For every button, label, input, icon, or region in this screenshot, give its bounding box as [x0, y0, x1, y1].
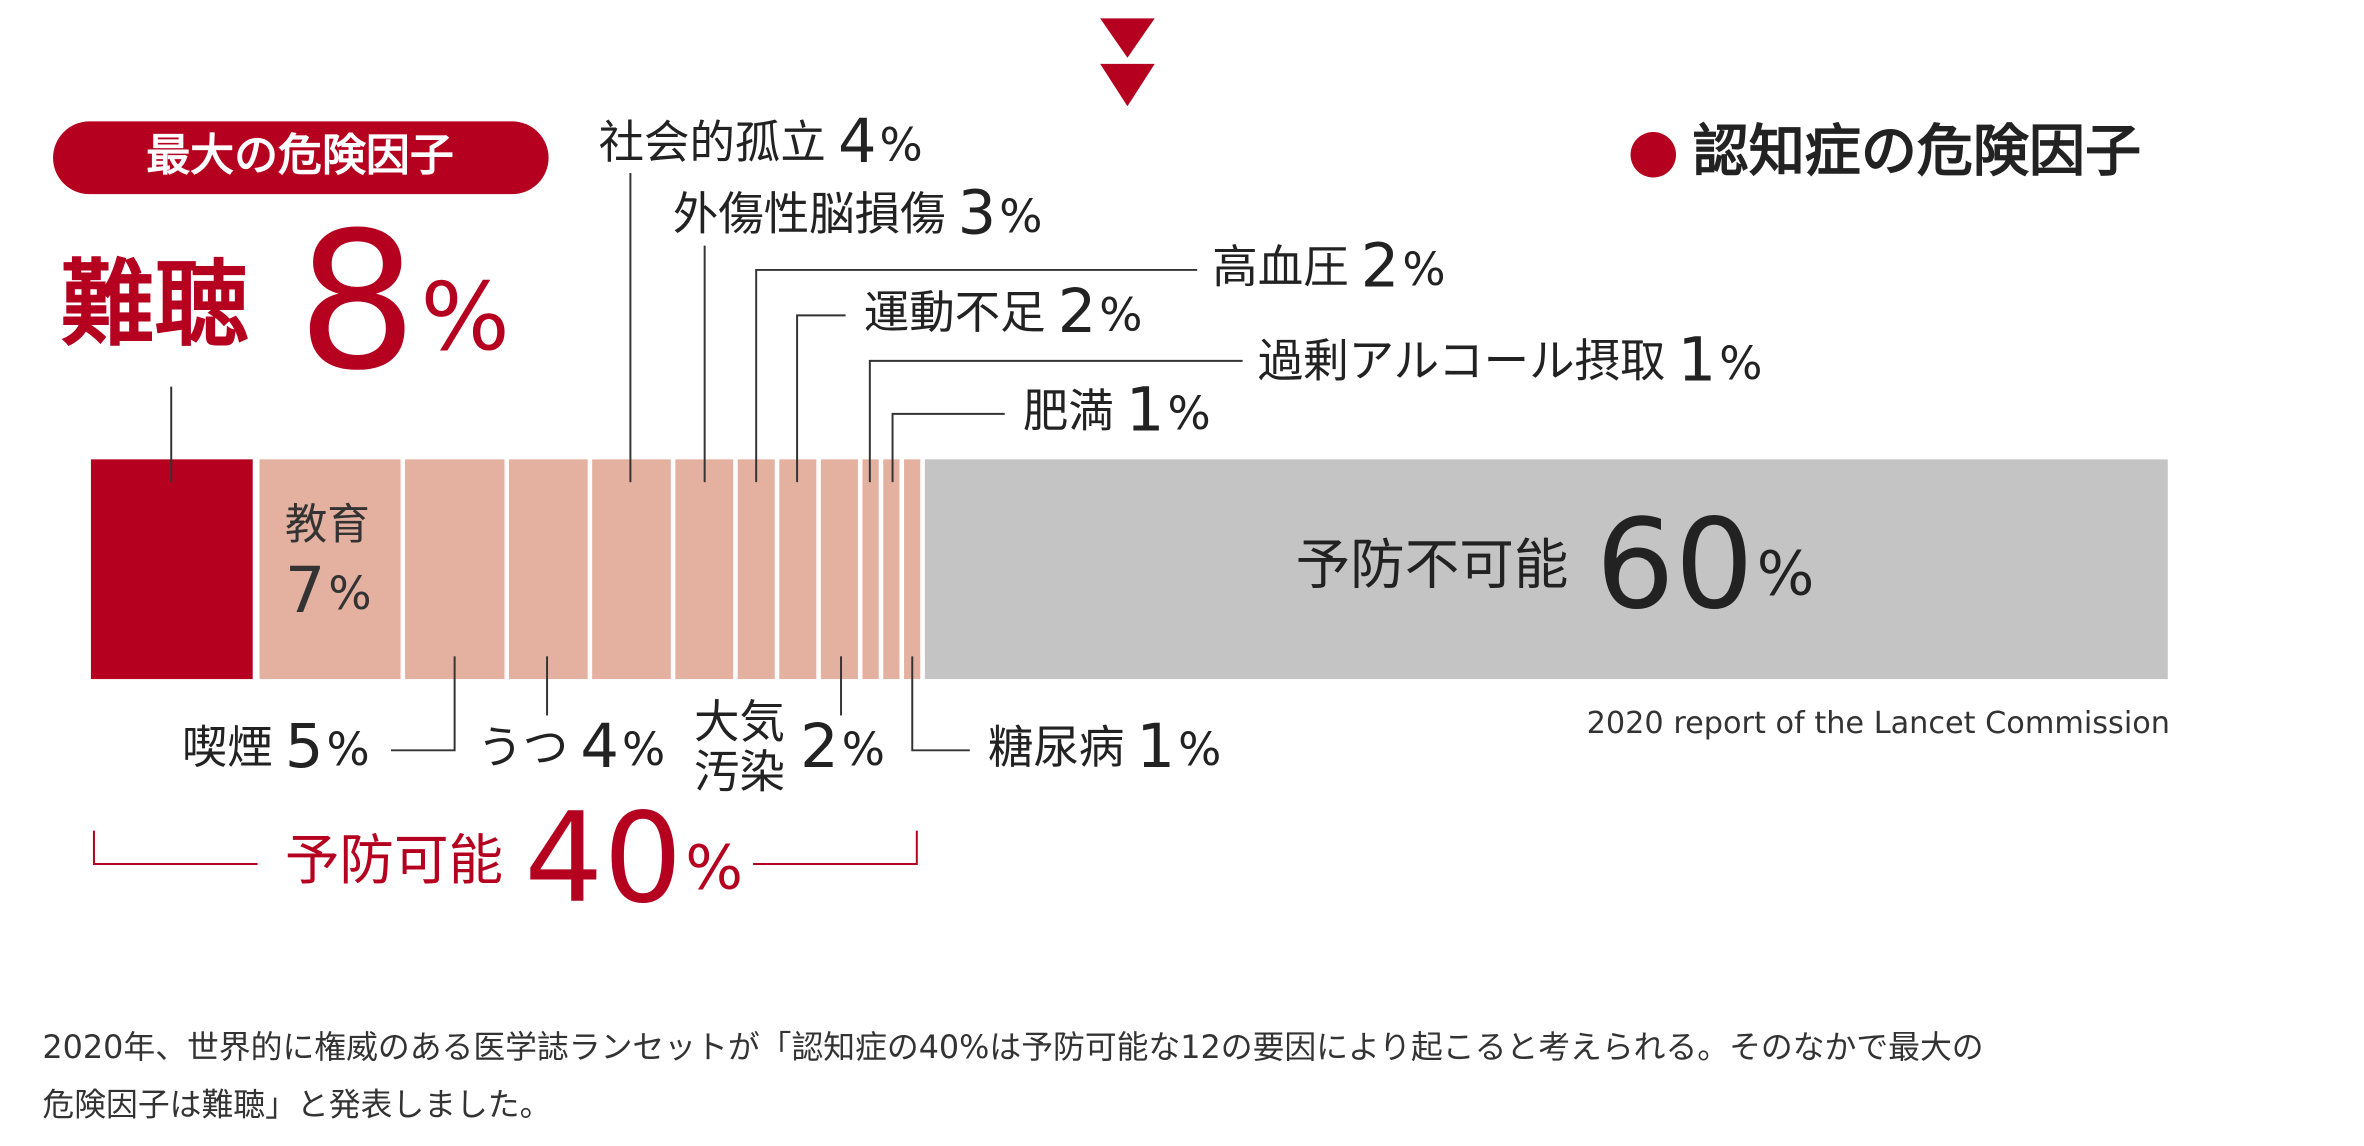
value-label: 60 — [1596, 493, 1754, 637]
category-label: 肥満 — [1023, 384, 1114, 437]
category-label: 教育 — [285, 501, 370, 550]
value-label: 1 — [1126, 375, 1165, 445]
preventable-total: 40 — [524, 787, 682, 931]
unit-label: % — [1757, 540, 1815, 610]
unit-label: % — [328, 567, 371, 620]
leader-line — [796, 314, 846, 483]
bar-segment — [883, 459, 900, 680]
bar-segment — [904, 459, 921, 680]
category-label: 難聴 — [61, 251, 249, 360]
unit-label: % — [1402, 243, 1445, 296]
unit-label: % — [1168, 387, 1211, 440]
unit-label: % — [622, 723, 665, 776]
unit-label: % — [421, 263, 510, 372]
value-label: 7 — [285, 554, 325, 628]
bracket — [92, 830, 918, 865]
unit-label: % — [880, 119, 923, 172]
unit-label: % — [326, 723, 369, 776]
value-label: 3 — [958, 178, 997, 248]
leader-line — [390, 656, 456, 752]
value-label: 4 — [838, 107, 877, 177]
value-label: 1 — [1137, 712, 1176, 782]
source: 2020 report of the Lancet Commission — [1587, 706, 2170, 741]
category-label: 大気汚染 — [694, 695, 785, 798]
leader-line — [755, 268, 1198, 483]
unit-label: % — [999, 190, 1042, 243]
category-label: 外傷性脳損傷 — [673, 187, 946, 240]
bar-segment — [259, 459, 401, 680]
bar-segment — [862, 459, 879, 680]
bar-segment — [509, 459, 588, 680]
bar-segment — [675, 459, 734, 680]
category-label: うつ — [477, 721, 568, 774]
unit-label: % — [685, 834, 743, 904]
preventable-label: 予防可能 — [285, 828, 503, 892]
value-label: 5 — [285, 712, 324, 782]
unit-label: % — [1178, 723, 1221, 776]
value-label: 8 — [297, 191, 418, 412]
bar-segment — [405, 459, 505, 680]
bar-segment — [820, 459, 858, 680]
category-label: 予防不可能 — [1296, 533, 1569, 597]
category-label: 喫煙 — [182, 721, 273, 774]
leader-line — [868, 359, 1243, 483]
bar-segment — [592, 459, 671, 680]
value-label: 4 — [580, 712, 619, 782]
category-label: 運動不足 — [864, 286, 1046, 339]
bar-segment — [924, 459, 2168, 680]
bar-segment — [90, 459, 253, 680]
paragraph-line: 2020年、世界的に権威のある医学誌ランセットが「認知症の40%は予防可能な12… — [42, 1028, 1983, 1066]
leader-line — [891, 412, 1005, 483]
value-label: 2 — [800, 712, 839, 782]
category-label: 過剰アルコール摂取 — [1258, 334, 1666, 387]
bar-segment — [737, 459, 775, 680]
chart-title: 認知症の危険因子 — [1693, 119, 2141, 184]
unit-label: % — [1099, 288, 1142, 341]
value-label: 2 — [1058, 277, 1097, 347]
title-dot — [1630, 132, 1677, 178]
unit-label: % — [1719, 337, 1762, 390]
category-label: 糖尿病 — [988, 721, 1124, 774]
bar-segment — [779, 459, 817, 680]
value-label: 2 — [1361, 232, 1400, 302]
badge — [53, 121, 549, 195]
leader-line — [911, 656, 970, 752]
arrow — [1100, 63, 1155, 107]
badge-text: 最大の危険因子 — [146, 130, 454, 181]
unit-label: % — [842, 723, 885, 776]
arrow — [1100, 18, 1155, 58]
category-label: 高血圧 — [1212, 240, 1348, 293]
value-label: 1 — [1678, 325, 1717, 395]
paragraph-line: 危険因子は難聴」と発表しました。 — [42, 1085, 551, 1123]
category-label: 社会的孤立 — [599, 116, 826, 169]
